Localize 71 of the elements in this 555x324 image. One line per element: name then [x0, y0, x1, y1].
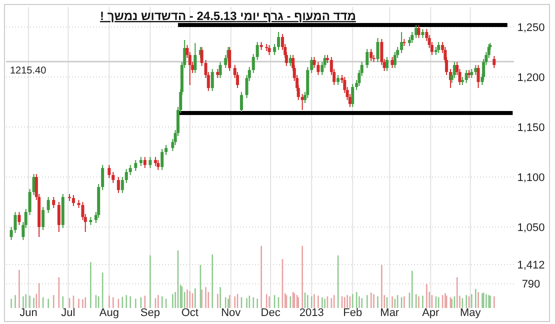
- x-tick-label: Oct: [181, 307, 198, 319]
- candlestick: [194, 42, 197, 74]
- candlestick: [164, 144, 168, 156]
- candlestick: [46, 196, 50, 214]
- x-tick-label: Jun: [20, 307, 38, 319]
- candlestick: [316, 62, 320, 76]
- candlestick: [240, 92, 243, 112]
- candlestick: [268, 44, 271, 56]
- x-tick-label: Dec: [260, 307, 281, 319]
- candlestick: [156, 160, 160, 170]
- candlestick: [476, 64, 480, 88]
- candlestick: [160, 148, 164, 170]
- x-tick-label: Nov: [221, 307, 242, 319]
- x-tick-label: Feb: [343, 307, 362, 319]
- candlestick: [128, 164, 132, 176]
- candlestick: [351, 84, 354, 108]
- x-tick-label: Apr: [422, 307, 440, 319]
- candlestick: [200, 46, 204, 66]
- candlestick: [218, 62, 222, 78]
- candlestick: [210, 68, 214, 92]
- candlestick: [336, 74, 340, 86]
- candlestick: [464, 70, 468, 84]
- candlestick: [120, 176, 124, 194]
- candlestick: [252, 54, 255, 74]
- x-tick-label: Sep: [140, 307, 160, 319]
- chart-title: מדד המעוף - גרף יומי 24.5.13 - הדשדוש נמשך !: [100, 9, 356, 23]
- candlestick: [124, 168, 128, 184]
- candlestick: [72, 194, 75, 206]
- candlestick: [18, 212, 21, 226]
- candlestick: [143, 156, 146, 168]
- candlestick: [101, 164, 104, 190]
- y-tick-label: 1,100: [517, 172, 545, 184]
- candlestick: [376, 38, 380, 62]
- candlestick: [42, 206, 45, 230]
- x-tick-label: 2013: [299, 307, 324, 319]
- y-tick-label: 1,200: [517, 72, 545, 84]
- candlestick: [277, 32, 280, 50]
- candlestick: [492, 56, 496, 68]
- candlestick: [10, 226, 13, 240]
- x-tick-label: Jul: [61, 307, 76, 319]
- candlestick: [108, 164, 111, 178]
- candlestick: [14, 212, 17, 234]
- candlestick: [400, 32, 404, 54]
- x-tick-label: Aug: [99, 307, 119, 319]
- candlestick: [414, 24, 418, 38]
- candlestick: [386, 56, 388, 72]
- candlestick: [310, 56, 314, 74]
- candlestick: [474, 64, 478, 76]
- candlestick: [410, 32, 414, 44]
- y-tick-label: 1,412: [517, 260, 545, 272]
- y-tick-label: 1,150: [517, 122, 545, 134]
- candlestick: [116, 176, 120, 194]
- y-tick-label: 1,050: [517, 222, 545, 234]
- candlestick: [417, 24, 420, 38]
- candlestick: [148, 156, 152, 168]
- x-tick-label: May: [460, 307, 482, 319]
- candlestick: [273, 44, 276, 56]
- candlestick: [256, 42, 259, 60]
- y-tick-label: 1,250: [517, 22, 545, 34]
- candlestick: [52, 196, 56, 208]
- candlestick: [437, 42, 440, 54]
- y-tick-label: 790: [522, 278, 540, 291]
- ref-line-label: 1215.40: [10, 66, 47, 77]
- candlestick: [112, 172, 115, 184]
- candlestick: [370, 48, 373, 62]
- candlestick: [57, 202, 60, 232]
- candlestick: [134, 160, 138, 172]
- candlestick: [312, 56, 316, 68]
- candlestick: [366, 48, 369, 68]
- x-tick-label: Mar: [380, 307, 400, 319]
- candlestick: [28, 188, 32, 216]
